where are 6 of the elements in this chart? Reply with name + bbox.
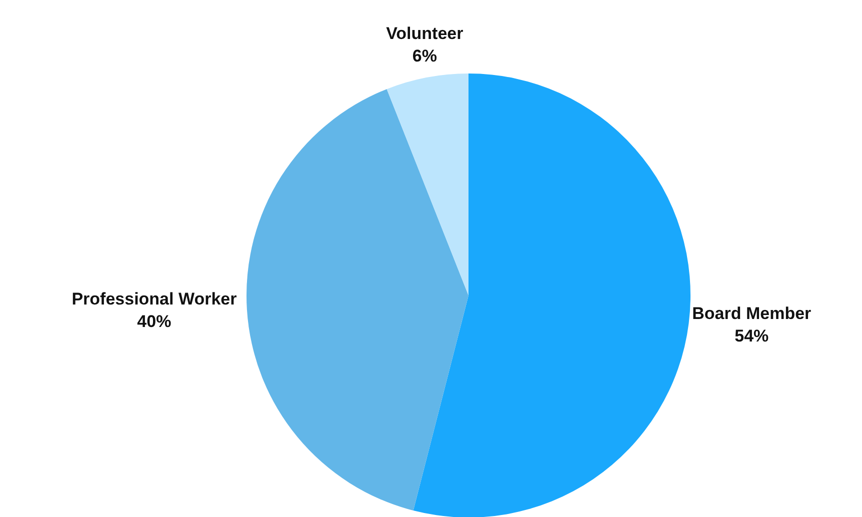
data-label: 40% (137, 312, 172, 332)
slice-label: Board Member (692, 304, 812, 323)
slice-label: Volunteer (386, 24, 464, 43)
data-label: 6% (412, 46, 437, 66)
data-label: 54% (734, 326, 769, 346)
slice-label: Professional Worker (72, 289, 238, 308)
